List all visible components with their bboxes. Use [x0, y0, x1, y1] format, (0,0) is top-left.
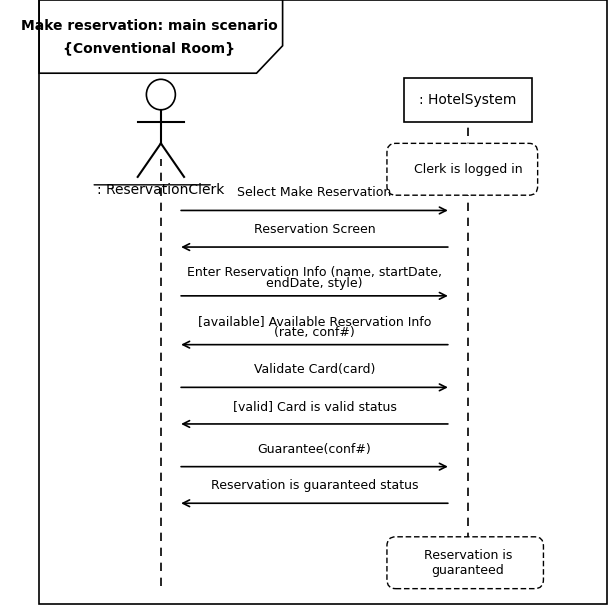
Text: Validate Card(card): Validate Card(card) [254, 364, 375, 376]
Text: endDate, style): endDate, style) [266, 277, 363, 290]
Text: Select Make Reservation: Select Make Reservation [237, 187, 392, 199]
Circle shape [147, 79, 175, 110]
Text: : HotelSystem: : HotelSystem [419, 93, 517, 107]
Text: Clerk is logged in: Clerk is logged in [414, 163, 522, 176]
Text: Guarantee(conf#): Guarantee(conf#) [257, 443, 371, 456]
Text: Reservation is
guaranteed: Reservation is guaranteed [424, 549, 512, 576]
Text: [available] Available Reservation Info: [available] Available Reservation Info [198, 315, 431, 328]
Text: (rate, conf#): (rate, conf#) [274, 326, 355, 339]
Polygon shape [39, 0, 283, 73]
Text: Make reservation: main scenario: Make reservation: main scenario [21, 20, 278, 33]
Text: Enter Reservation Info (name, startDate,: Enter Reservation Info (name, startDate, [187, 266, 442, 279]
Text: Reservation is guaranteed status: Reservation is guaranteed status [211, 479, 418, 492]
Text: Reservation Screen: Reservation Screen [254, 223, 375, 236]
FancyBboxPatch shape [387, 537, 544, 589]
Text: [valid] Card is valid status: [valid] Card is valid status [232, 400, 397, 413]
Text: {Conventional Room}: {Conventional Room} [63, 41, 235, 55]
FancyBboxPatch shape [387, 143, 538, 195]
Text: : ReservationClerk: : ReservationClerk [97, 183, 224, 197]
FancyBboxPatch shape [405, 78, 532, 122]
